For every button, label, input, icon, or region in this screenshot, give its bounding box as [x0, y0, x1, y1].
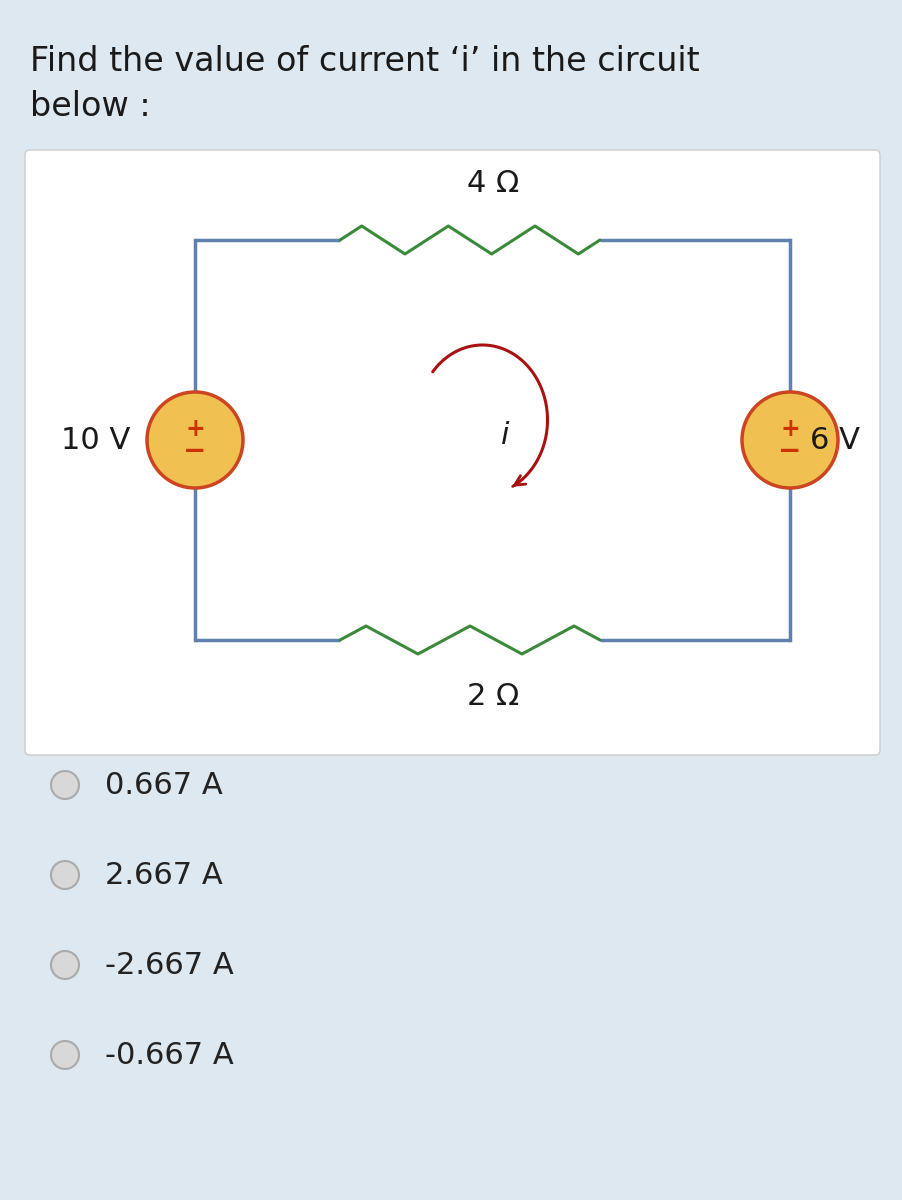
- Text: 4 $\Omega$: 4 $\Omega$: [465, 169, 519, 198]
- Circle shape: [51, 1040, 78, 1069]
- Text: -2.667 A: -2.667 A: [105, 950, 234, 979]
- Circle shape: [147, 392, 243, 488]
- Circle shape: [741, 392, 837, 488]
- Circle shape: [51, 770, 78, 799]
- Text: Find the value of current ‘i’ in the circuit: Find the value of current ‘i’ in the cir…: [30, 46, 699, 78]
- Text: 0.667 A: 0.667 A: [105, 770, 223, 799]
- Text: -0.667 A: -0.667 A: [105, 1040, 234, 1069]
- Text: 2 $\Omega$: 2 $\Omega$: [465, 682, 519, 710]
- Text: 2.667 A: 2.667 A: [105, 860, 223, 889]
- Circle shape: [51, 950, 78, 979]
- FancyBboxPatch shape: [25, 150, 879, 755]
- Text: −: −: [778, 437, 801, 464]
- Text: +: +: [185, 418, 205, 442]
- Text: below :: below :: [30, 90, 151, 124]
- Text: 10 V: 10 V: [60, 426, 130, 455]
- Circle shape: [51, 862, 78, 889]
- Text: −: −: [183, 437, 207, 464]
- Text: 6 V: 6 V: [809, 426, 859, 455]
- Text: $i$: $i$: [500, 420, 511, 450]
- Text: +: +: [779, 418, 799, 442]
